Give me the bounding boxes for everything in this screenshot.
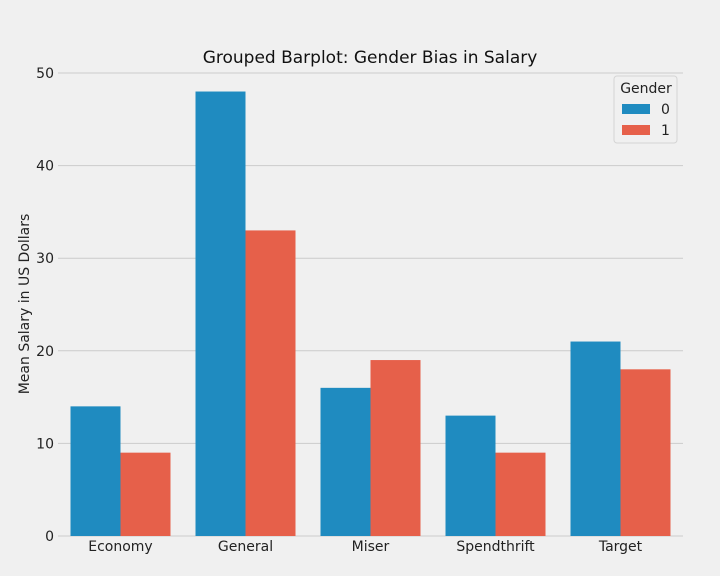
legend-title: Gender	[620, 81, 672, 97]
bar	[195, 91, 246, 537]
legend-swatch	[622, 125, 650, 135]
y-tick-label: 50	[36, 66, 54, 82]
bars	[70, 91, 671, 537]
bar	[620, 369, 671, 536]
bar	[495, 452, 546, 536]
y-tick-label: 0	[45, 529, 54, 545]
x-tick-label: Spendthrift	[456, 539, 535, 555]
legend-label: 1	[661, 123, 670, 139]
y-tick-label: 20	[36, 344, 54, 360]
bar	[245, 230, 296, 537]
legend-swatch	[622, 104, 650, 114]
legend: Gender 01	[613, 75, 678, 144]
legend-items: 01	[622, 102, 670, 139]
bar	[570, 341, 621, 536]
y-tick-label: 40	[36, 159, 54, 175]
y-tick-label: 10	[36, 436, 54, 452]
bar	[120, 452, 171, 536]
bar	[370, 360, 421, 536]
bar	[320, 387, 371, 536]
y-axis-label: Mean Salary in US Dollars	[17, 214, 33, 395]
chart-title: Grouped Barplot: Gender Bias in Salary	[203, 48, 538, 68]
x-tick-labels: Economy General Miser Spendthrift Target	[88, 539, 642, 555]
y-tick-label: 30	[36, 251, 54, 267]
bar	[445, 415, 496, 536]
x-tick-label: Miser	[352, 539, 390, 555]
bar	[70, 406, 121, 536]
x-tick-label: General	[218, 539, 273, 555]
x-tick-label: Target	[598, 539, 643, 555]
y-tick-labels: 0 10 20 30 40 50	[36, 66, 54, 545]
x-tick-label: Economy	[88, 539, 152, 555]
legend-label: 0	[661, 102, 670, 118]
